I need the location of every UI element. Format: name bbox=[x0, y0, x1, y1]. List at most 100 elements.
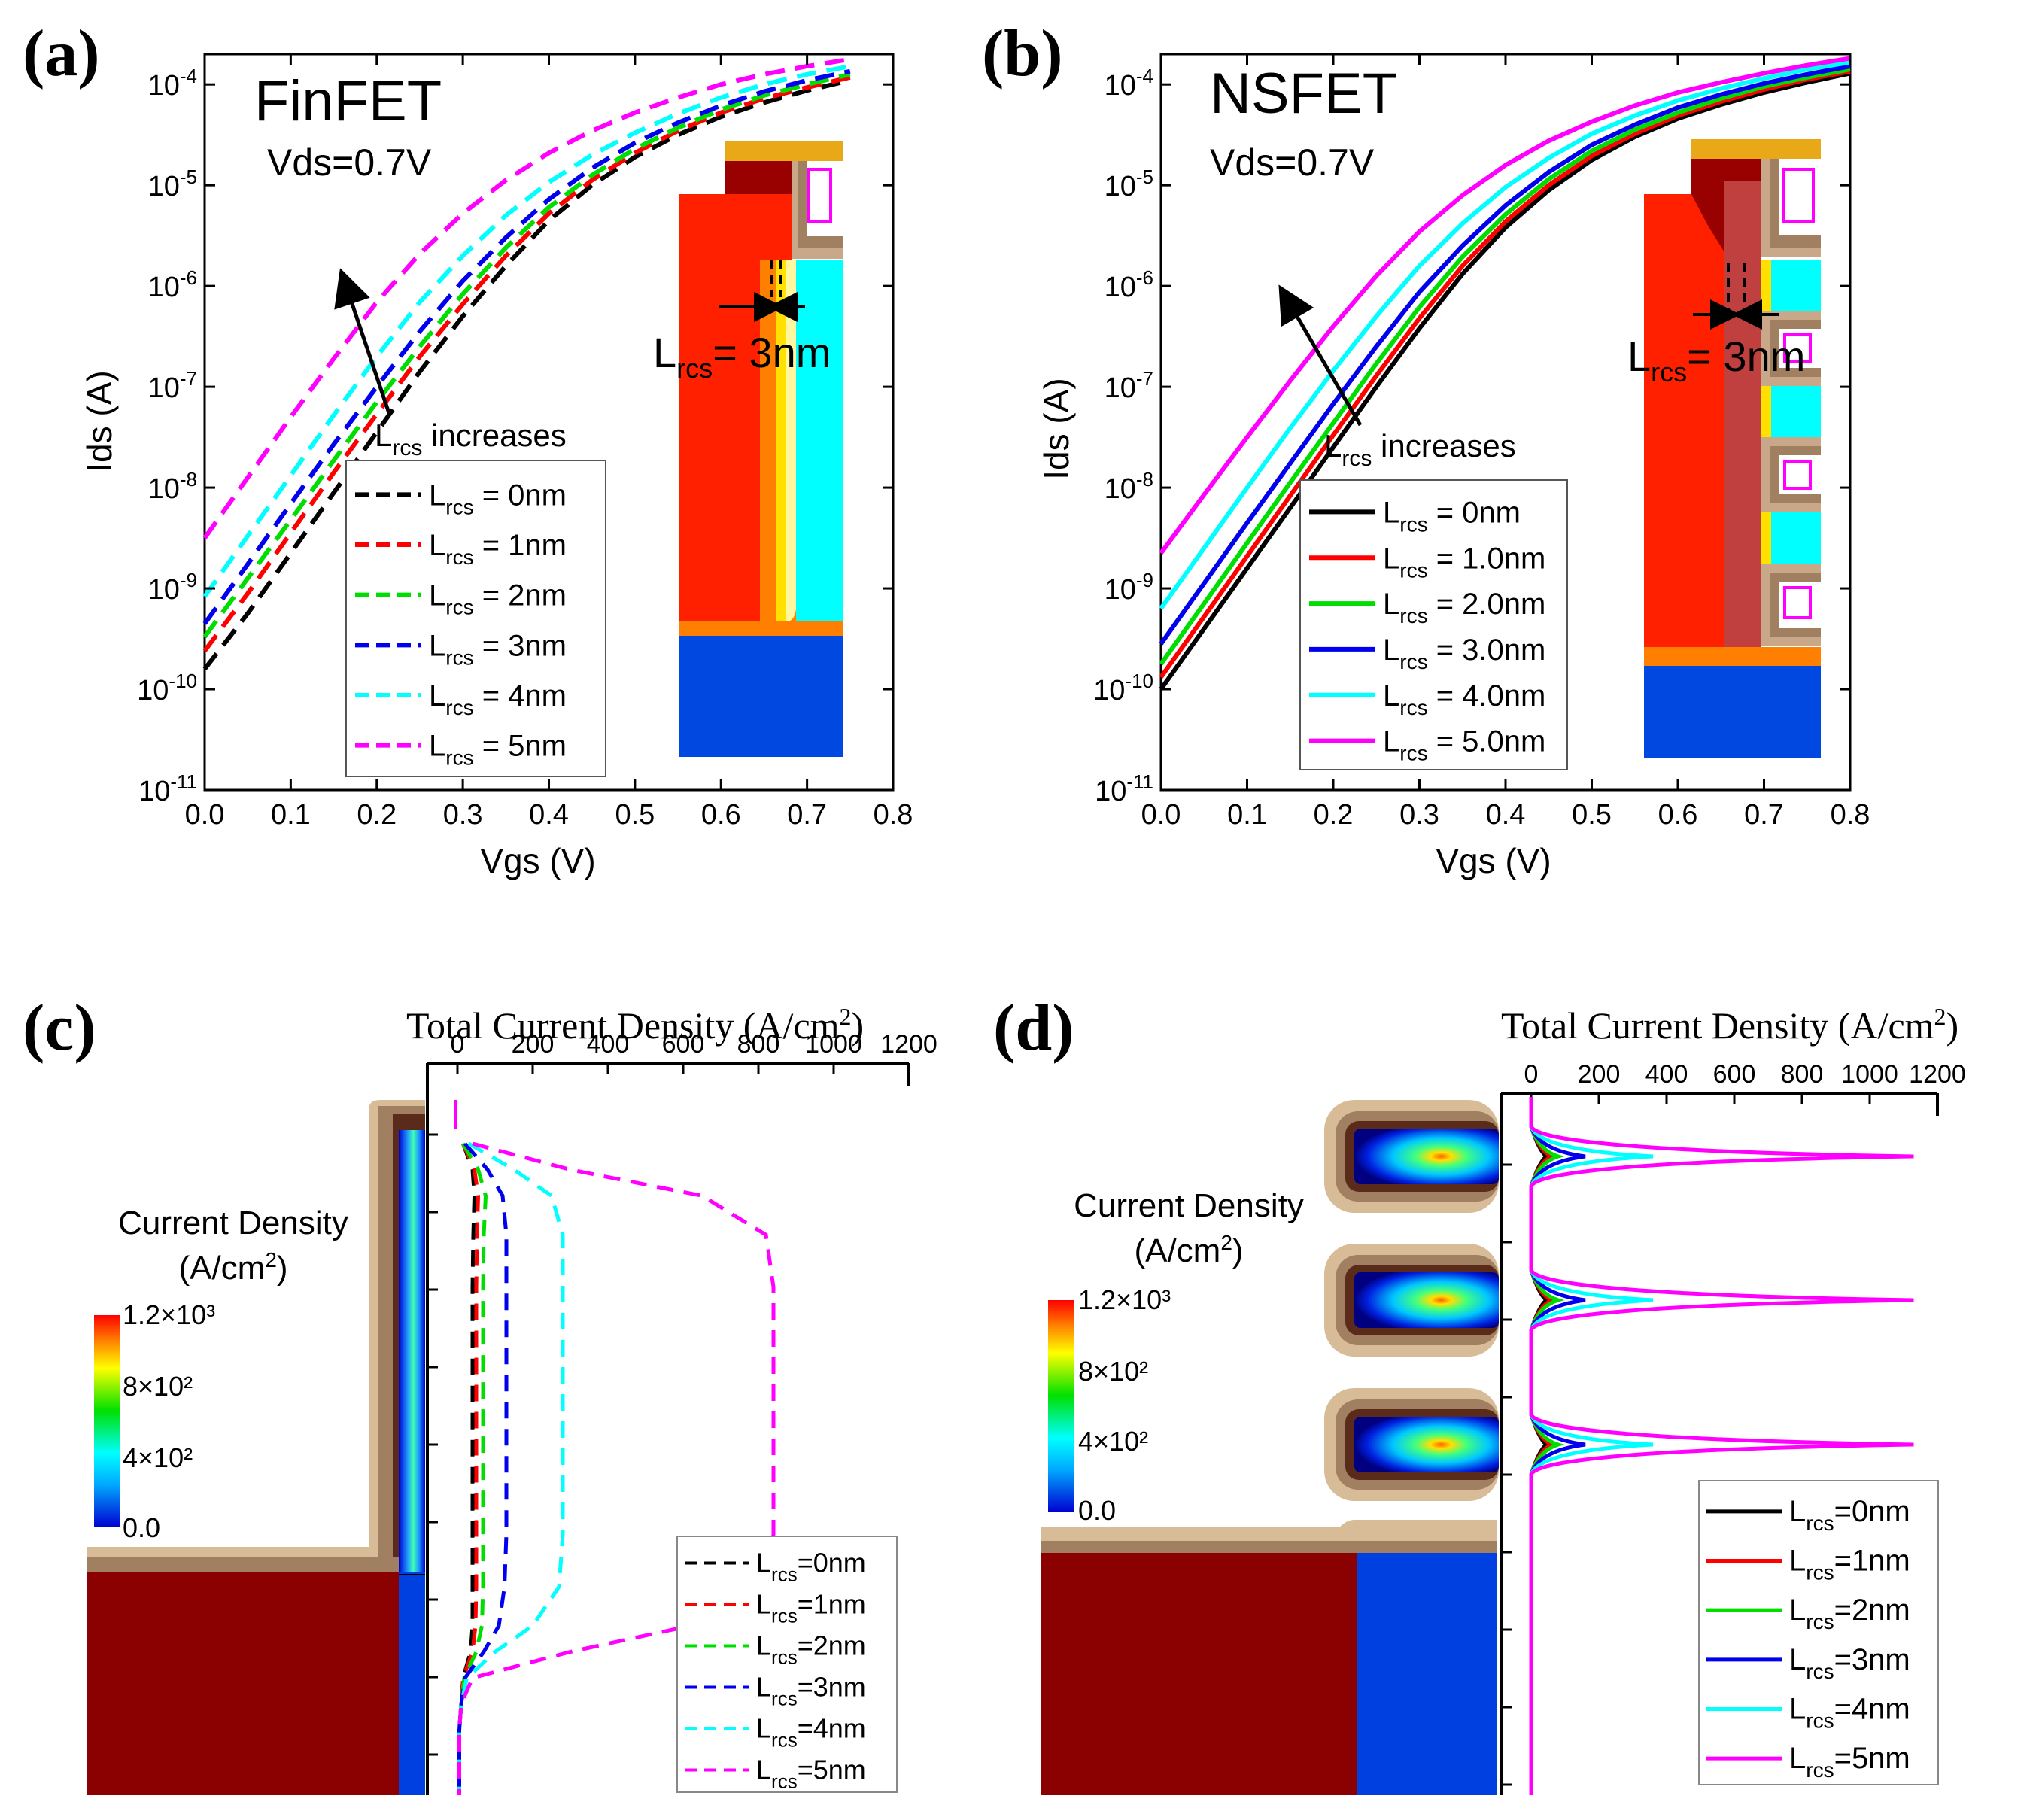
panel-c-cb-tick: 1.2×10³ bbox=[123, 1299, 215, 1330]
finfet-inset-structure: Lrcs= 3nm bbox=[653, 141, 843, 757]
y-tick-label: 10-11 bbox=[1095, 770, 1153, 807]
panel-c-legend: Lrcs=0nmLrcs=1nmLrcs=2nmLrcs=3nmLrcs=4nm… bbox=[676, 1536, 898, 1793]
nsfet-annotation: increases bbox=[1381, 428, 1516, 463]
panel-d-cb-tick: 8×10² bbox=[1078, 1356, 1148, 1387]
legend-entry-label: =5nm bbox=[798, 1755, 866, 1785]
legend-entry: Lrcs = 2.0nm bbox=[1383, 588, 1545, 627]
panel-d-colorbar: Current Density (A/cm2) 1.2×10³ 8×10² 4×… bbox=[1048, 1187, 1304, 1526]
x-tick-label: 600 bbox=[662, 1030, 705, 1059]
x-tick-label: 0.4 bbox=[529, 799, 569, 831]
series-line-1 bbox=[1529, 1097, 1550, 1795]
panel-c-colorbar-title: Current Density bbox=[118, 1205, 348, 1241]
legend-entry: Lrcs = 3.0nm bbox=[1383, 634, 1545, 673]
legend-entry: Lrcs=1nm bbox=[1789, 1545, 1910, 1585]
svg-text:Lrcs increases: Lrcs increases bbox=[375, 418, 567, 460]
series-line-3 bbox=[1529, 1097, 1565, 1795]
x-tick-label: 0.5 bbox=[1572, 799, 1612, 831]
legend-box bbox=[1299, 479, 1568, 770]
legend-entry-label: =1nm bbox=[798, 1589, 866, 1620]
x-tick-label: 1000 bbox=[805, 1030, 862, 1059]
legend-entry-label: = 5nm bbox=[474, 730, 567, 763]
panel-c-cb-tick: 0.0 bbox=[123, 1512, 160, 1543]
svg-text:(A/cm2): (A/cm2) bbox=[178, 1248, 287, 1287]
legend-box bbox=[345, 460, 606, 777]
panel-d-colorbar-title: Current Density bbox=[1074, 1187, 1304, 1224]
x-tick-label: 0.0 bbox=[1141, 799, 1181, 831]
legend-entry-label: = 2nm bbox=[474, 579, 567, 612]
nsfet-title: NSFET bbox=[1210, 62, 1397, 126]
x-tick-label: 0 bbox=[451, 1030, 465, 1059]
svg-text:(A/cm2): (A/cm2) bbox=[1134, 1231, 1243, 1269]
panel-a-legend: Lrcs = 0nm Lrcs = 1nm Lrcs = 2nm Lrcs = 3nm… bbox=[345, 460, 606, 777]
nsfet-current-density-map bbox=[1041, 1520, 1497, 1795]
x-tick-label: 0.2 bbox=[357, 799, 397, 831]
svg-text:Lrcs increases: Lrcs increases bbox=[1324, 428, 1516, 471]
x-tick-label: 0.7 bbox=[1744, 799, 1784, 831]
panel-c: Total Current Density (A/cm2) Current De… bbox=[87, 1003, 937, 1795]
series-line-3 bbox=[1159, 67, 1851, 666]
nsfet-inset-structure: Lrcs= 3nm bbox=[1627, 139, 1821, 758]
panel-d-axes: 0 200 400 600 800 1000 1200 bbox=[1500, 1060, 1966, 1795]
x-tick-label: 0.5 bbox=[615, 799, 655, 831]
legend-entry: Lrcs=3nm bbox=[756, 1672, 866, 1710]
panel-c-title: Total Current Density (A/cm bbox=[406, 1004, 840, 1047]
legend-entry: Lrcs = 2nm bbox=[429, 579, 567, 619]
legend-entry: Lrcs=5nm bbox=[1789, 1742, 1910, 1782]
svg-text:Lrcs= 3nm: Lrcs= 3nm bbox=[653, 329, 831, 384]
legend-entry: Lrcs = 1nm bbox=[429, 529, 567, 569]
series-line-4 bbox=[1529, 1097, 1586, 1795]
legend-entry-label: = 1nm bbox=[474, 529, 567, 562]
legend-entry-label: = 0nm bbox=[1428, 496, 1521, 529]
panel-d-label: (d) bbox=[993, 992, 1074, 1065]
panel-c-colorbar-unit: (A/cm bbox=[178, 1250, 265, 1287]
legend-entry-label: =2nm bbox=[1834, 1594, 1910, 1627]
x-tick-label: 800 bbox=[1781, 1060, 1824, 1089]
finfet-inset-label: = 3nm bbox=[713, 329, 831, 376]
legend-entry-label: =3nm bbox=[1834, 1643, 1910, 1676]
legend-entry: Lrcs=2nm bbox=[756, 1630, 866, 1669]
series-line-1 bbox=[1159, 71, 1851, 691]
legend-entry-label: = 3.0nm bbox=[1428, 634, 1546, 667]
panel-b-ylabel: Ids (A) bbox=[1037, 378, 1076, 479]
x-tick-label: 600 bbox=[1713, 1060, 1756, 1089]
y-tick-label: 10-9 bbox=[148, 569, 197, 606]
panel-b: Lrcs= 3nm 0.0 0.1 0.2 0.3 0.4 0.5 0.6 0.7 0.8 10-… bbox=[1037, 53, 1870, 880]
x-tick-label: 400 bbox=[587, 1030, 630, 1059]
legend-entry-label: =4nm bbox=[1834, 1693, 1910, 1726]
panel-b-curves bbox=[1159, 56, 1851, 691]
finfet-current-density-map bbox=[87, 1100, 425, 1795]
series-line-6 bbox=[1529, 1097, 1914, 1795]
svg-text:Total Current Density (A/cm2): Total Current Density (A/cm2) bbox=[406, 1003, 864, 1047]
panel-a: Lrcs= 3nm 0.0 0.1 0.2 0.3 0.4 0.5 0.6 0.7 0.8 10-… bbox=[80, 53, 913, 880]
x-tick-label: 1200 bbox=[1909, 1060, 1966, 1089]
legend-entry: Lrcs=0nm bbox=[756, 1548, 866, 1586]
nanosheet-channel bbox=[1354, 1417, 1499, 1472]
legend-entry: Lrcs=3nm bbox=[1789, 1643, 1910, 1683]
series-line-6 bbox=[202, 56, 851, 539]
panel-d-cb-tick: 0.0 bbox=[1078, 1495, 1116, 1526]
panel-d-cb-tick: 1.2×10³ bbox=[1078, 1284, 1171, 1315]
x-tick-label: 0.3 bbox=[1399, 799, 1439, 831]
legend-entry-label: =0nm bbox=[798, 1548, 866, 1578]
legend-entry-label: = 0nm bbox=[474, 479, 567, 512]
legend-entry-label: = 5.0nm bbox=[1428, 725, 1546, 758]
legend-entry: Lrcs = 0nm bbox=[1383, 496, 1521, 536]
y-tick-label: 10-5 bbox=[148, 166, 197, 202]
legend-entry-label: = 2.0nm bbox=[1428, 588, 1546, 621]
panel-c-axes: 0 200 400 600 800 1000 1200 bbox=[426, 1030, 937, 1795]
legend-entry-label: = 1.0nm bbox=[1428, 542, 1546, 575]
panel-c-title-sup: 2 bbox=[840, 1003, 852, 1030]
panel-d-title: Total Current Density (A/cm bbox=[1501, 1004, 1934, 1047]
y-tick-label: 10-5 bbox=[1105, 166, 1153, 202]
y-tick-label: 10-10 bbox=[1093, 670, 1153, 706]
series-line-6 bbox=[457, 1141, 776, 1795]
legend-entry-label: =4nm bbox=[798, 1713, 866, 1744]
y-tick-label: 10-8 bbox=[1105, 468, 1153, 505]
panel-d-colorbar-gradient bbox=[1048, 1300, 1074, 1512]
panel-b-axes: 0.0 0.1 0.2 0.3 0.4 0.5 0.6 0.7 0.8 10-11 10-10 10-… bbox=[1093, 54, 1870, 831]
x-tick-label: 0.3 bbox=[443, 799, 483, 831]
panel-c-cb-tick: 8×10² bbox=[123, 1371, 193, 1402]
legend-entry: Lrcs=0nm bbox=[1789, 1495, 1910, 1535]
x-tick-label: 0.2 bbox=[1314, 799, 1354, 831]
